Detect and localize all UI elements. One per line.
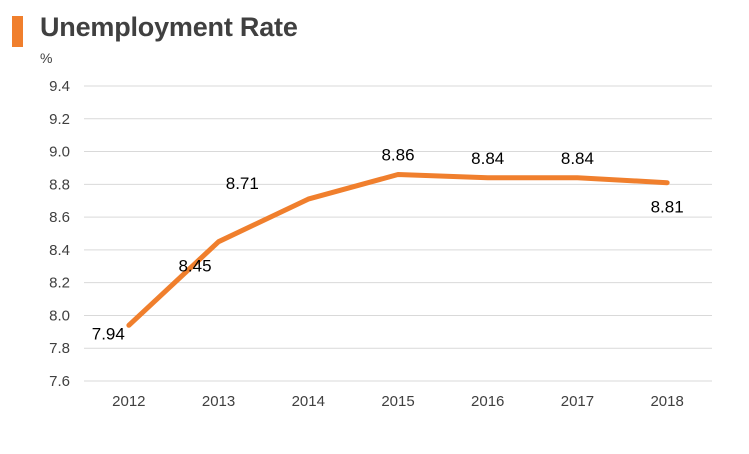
x-tick-label: 2013 xyxy=(202,393,235,410)
y-tick-label: 8.6 xyxy=(49,209,70,226)
data-label: 8.84 xyxy=(471,149,504,168)
y-tick-label: 7.6 xyxy=(49,373,70,390)
data-label: 7.94 xyxy=(92,324,125,343)
y-axis-unit: % xyxy=(40,50,52,66)
data-label: 8.45 xyxy=(178,257,211,276)
x-tick-label: 2012 xyxy=(112,393,145,410)
y-tick-label: 7.8 xyxy=(49,340,70,357)
x-tick-label: 2015 xyxy=(381,393,414,410)
title-accent-bar xyxy=(12,16,23,47)
gridlines xyxy=(84,85,712,382)
y-tick-label: 8.0 xyxy=(49,307,70,324)
x-axis-ticks: 2012 2013 2014 2015 2016 2017 2018 xyxy=(112,393,684,410)
data-labels: 7.94 8.45 8.71 8.86 8.84 8.84 8.81 xyxy=(92,146,684,344)
data-label: 8.86 xyxy=(381,146,414,165)
data-label: 8.84 xyxy=(561,149,594,168)
y-tick-label: 9.4 xyxy=(49,78,70,95)
y-axis-ticks: 7.6 7.8 8.0 8.2 8.4 8.6 8.8 9.0 9.2 9.4 xyxy=(49,78,70,390)
x-tick-label: 2016 xyxy=(471,393,504,410)
x-tick-label: 2018 xyxy=(650,393,683,410)
series-group xyxy=(126,172,670,328)
data-label: 8.81 xyxy=(651,198,684,217)
data-label: 8.71 xyxy=(226,174,259,193)
y-tick-label: 8.2 xyxy=(49,275,70,292)
x-tick-label: 2014 xyxy=(292,393,325,410)
y-tick-label: 8.4 xyxy=(49,242,70,259)
y-tick-label: 8.8 xyxy=(49,176,70,193)
y-tick-label: 9.2 xyxy=(49,111,70,128)
y-tick-label: 9.0 xyxy=(49,144,70,161)
x-tick-label: 2017 xyxy=(561,393,594,410)
chart-title: Unemployment Rate xyxy=(40,12,298,42)
